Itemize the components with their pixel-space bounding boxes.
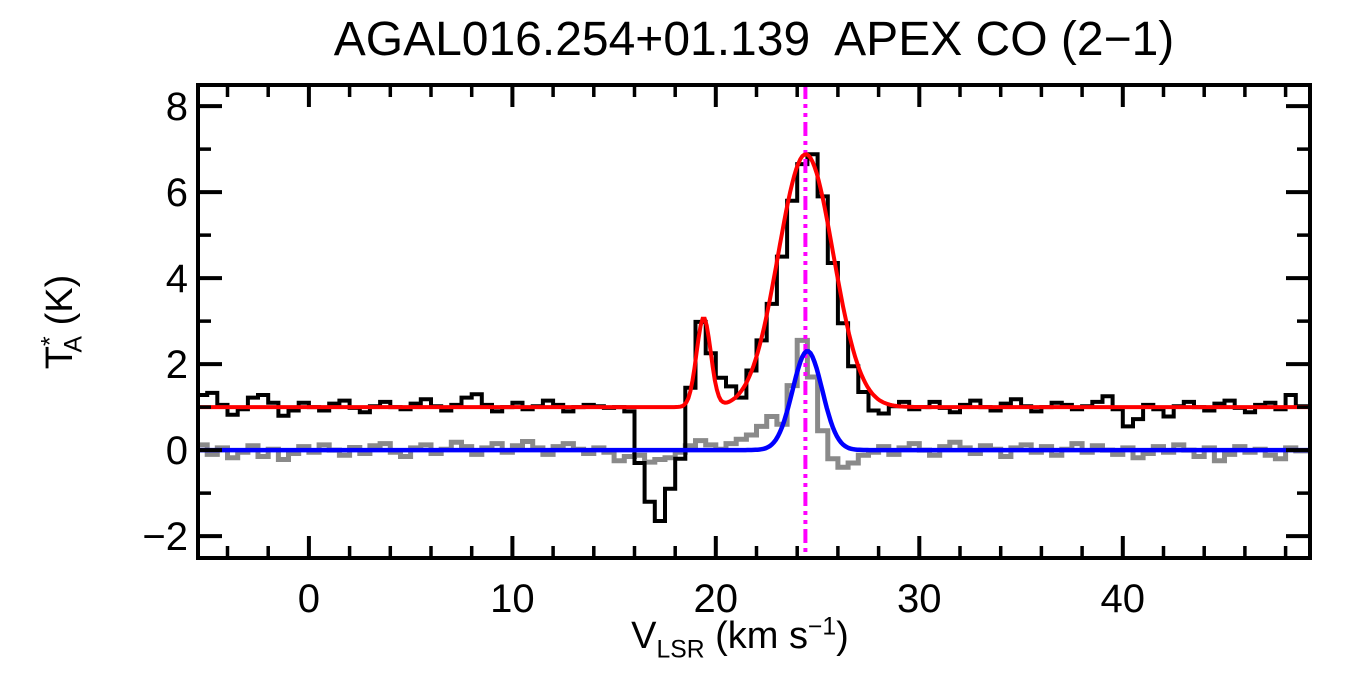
major-ticks <box>200 87 1308 556</box>
axes-layer: 0 10 20 30 40 −2 0 2 4 6 8 <box>142 83 1312 621</box>
x-tick-label: 20 <box>694 577 739 621</box>
y-tick-label: 4 <box>166 257 188 301</box>
x-tick-label: 10 <box>490 577 535 621</box>
black-spectrum-histogram <box>200 152 1308 523</box>
blue-gaussian-fit-curve <box>200 349 1308 453</box>
y-tick-label: 2 <box>166 343 188 387</box>
x-tick-label: 0 <box>298 577 320 621</box>
y-tick-label: −2 <box>142 515 188 559</box>
y-tick-label: 6 <box>166 171 188 215</box>
plot-frame <box>196 83 1312 560</box>
red-gaussian-fit-curve <box>200 152 1308 410</box>
y-tick-label: 8 <box>166 85 188 129</box>
x-tick-labels: 0 10 20 30 40 <box>298 577 1145 621</box>
gray-spectrum-histogram <box>200 337 1308 470</box>
y-tick-labels: −2 0 2 4 6 8 <box>142 85 188 559</box>
x-tick-label: 40 <box>1101 577 1146 621</box>
y-axis-label: T*A (K) <box>38 275 88 370</box>
spectra-layer <box>200 87 1308 556</box>
y-tick-label: 0 <box>166 429 188 473</box>
x-tick-label: 30 <box>897 577 942 621</box>
x-axis-label: VLSR (km s−1) <box>631 614 849 664</box>
plot-title: AGAL016.254+01.139 APEX CO (2−1) <box>334 13 1175 66</box>
minor-ticks <box>200 87 1308 556</box>
